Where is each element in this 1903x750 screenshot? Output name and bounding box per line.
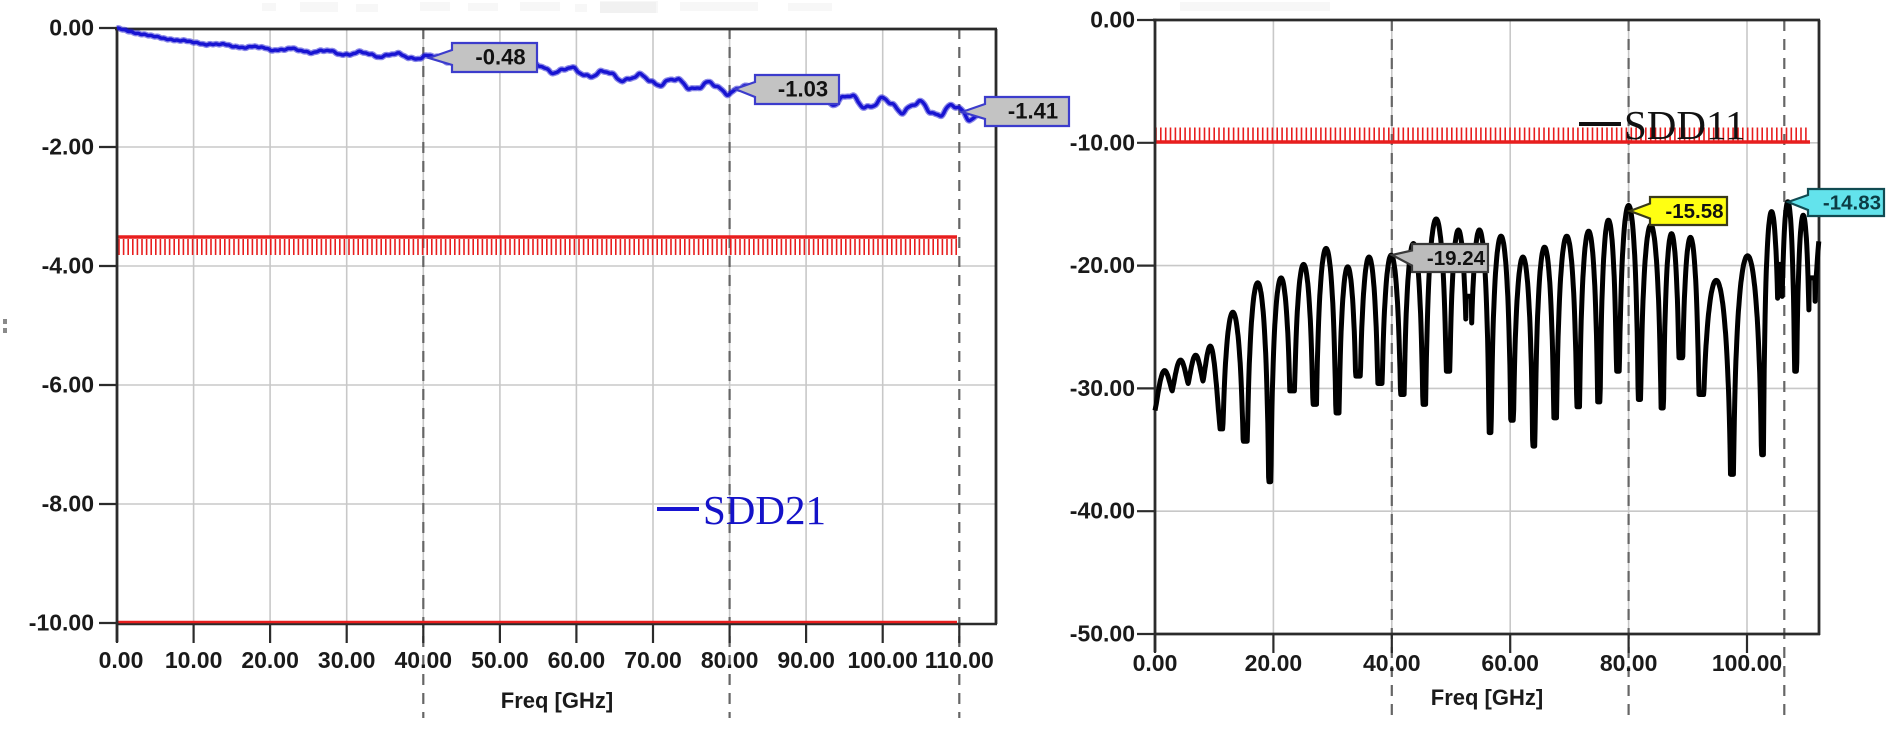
svg-text:110.00: 110.00 [925,647,994,673]
svg-text:-2.00: -2.00 [42,134,94,160]
svg-text:80.00: 80.00 [701,647,759,673]
svg-text:-14.83: -14.83 [1823,192,1881,215]
svg-text:100.00: 100.00 [848,647,918,673]
svg-text:-50.00: -50.00 [1070,621,1135,647]
svg-text:100.00: 100.00 [1712,650,1782,676]
svg-text:SDD11: SDD11 [1624,102,1746,148]
svg-text:80.00: 80.00 [1600,650,1658,676]
svg-text:-0.48: -0.48 [475,45,525,70]
svg-text:SDD21: SDD21 [703,487,826,533]
svg-text:Freq [GHz]: Freq [GHz] [1431,685,1543,710]
svg-text:0.00: 0.00 [99,647,144,673]
svg-text:30.00: 30.00 [318,647,376,673]
svg-text:50.00: 50.00 [471,647,529,673]
svg-text:20.00: 20.00 [1245,650,1303,676]
svg-text:-40.00: -40.00 [1070,498,1135,524]
svg-text:-15.58: -15.58 [1665,200,1723,223]
svg-text:-30.00: -30.00 [1070,375,1135,401]
svg-text:20.00: 20.00 [241,647,299,673]
svg-text:0.00: 0.00 [49,15,94,41]
svg-text:-1.41: -1.41 [1008,99,1058,124]
svg-text:10.00: 10.00 [165,647,223,673]
svg-text:40.00: 40.00 [1363,650,1421,676]
svg-text:60.00: 60.00 [1481,650,1539,676]
svg-text:Freq [GHz]: Freq [GHz] [501,688,613,713]
svg-text:-19.24: -19.24 [1427,247,1486,270]
svg-text:0.00: 0.00 [1090,7,1135,33]
svg-text:-1.03: -1.03 [778,77,828,102]
svg-text:-8.00: -8.00 [42,491,94,517]
svg-text:40.00: 40.00 [395,647,453,673]
svg-text:0.00: 0.00 [1133,650,1178,676]
svg-text:90.00: 90.00 [777,647,835,673]
svg-text:-4.00: -4.00 [42,253,94,279]
svg-text:-20.00: -20.00 [1070,252,1135,278]
svg-text:-6.00: -6.00 [42,372,94,398]
svg-text:60.00: 60.00 [548,647,606,673]
svg-text:-10.00: -10.00 [29,610,94,636]
svg-text:70.00: 70.00 [624,647,682,673]
svg-text:-10.00: -10.00 [1070,129,1135,155]
